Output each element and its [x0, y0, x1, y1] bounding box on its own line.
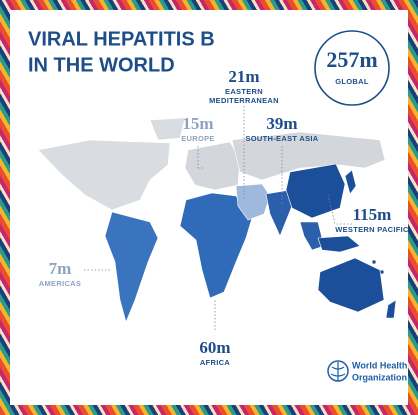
who-logo [327, 360, 349, 382]
region-value: 21m [228, 67, 259, 86]
global-value: 257m [326, 47, 377, 72]
title-line: IN THE WORLD [28, 54, 175, 76]
global-circle [314, 30, 390, 106]
region-name: SOUTH-EAST ASIA [246, 134, 319, 143]
region-value: 115m [353, 205, 392, 224]
global-label: GLOBAL [335, 77, 369, 86]
logo-text: World Health [352, 360, 407, 370]
region-value: 60m [199, 338, 230, 357]
region-value: 7m [49, 259, 72, 278]
region-name: EASTERN [225, 87, 263, 96]
region-value: 15m [182, 114, 213, 133]
region-name: AFRICA [200, 358, 230, 367]
region-value: 39m [266, 114, 297, 133]
leader-lines [84, 106, 352, 330]
region-name: WESTERN PACIFIC [335, 225, 409, 234]
map [37, 117, 397, 323]
region-name: MEDITERRANEAN [209, 96, 279, 105]
region-name: EUROPE [181, 134, 214, 143]
title-line: VIRAL HEPATITIS B [28, 28, 215, 50]
logo-text: Organization [352, 372, 407, 382]
region-name: AMERICAS [39, 279, 81, 288]
